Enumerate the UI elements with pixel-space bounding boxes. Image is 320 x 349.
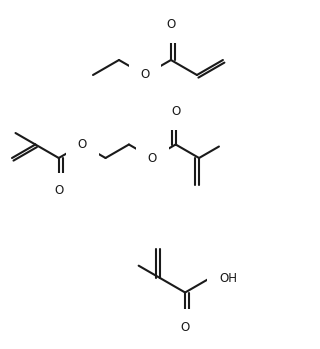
Text: O: O xyxy=(148,151,157,164)
Text: O: O xyxy=(180,321,190,334)
Text: O: O xyxy=(171,105,180,118)
Text: OH: OH xyxy=(219,272,237,284)
Text: O: O xyxy=(77,138,87,151)
Text: O: O xyxy=(140,68,149,82)
Text: O: O xyxy=(54,185,63,198)
Text: O: O xyxy=(166,18,176,31)
